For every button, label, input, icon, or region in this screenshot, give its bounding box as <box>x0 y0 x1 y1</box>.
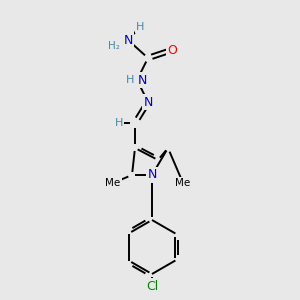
Text: N: N <box>143 95 153 109</box>
Text: H: H <box>115 118 123 128</box>
Text: N: N <box>147 169 157 182</box>
Text: H: H <box>136 22 144 32</box>
Text: O: O <box>167 44 177 56</box>
Text: N: N <box>137 74 147 86</box>
Text: Me: Me <box>176 178 190 188</box>
Text: H₂: H₂ <box>108 41 120 51</box>
Text: Cl: Cl <box>146 280 158 292</box>
Text: Me: Me <box>105 178 121 188</box>
Text: H: H <box>126 75 134 85</box>
Text: N: N <box>123 34 133 46</box>
